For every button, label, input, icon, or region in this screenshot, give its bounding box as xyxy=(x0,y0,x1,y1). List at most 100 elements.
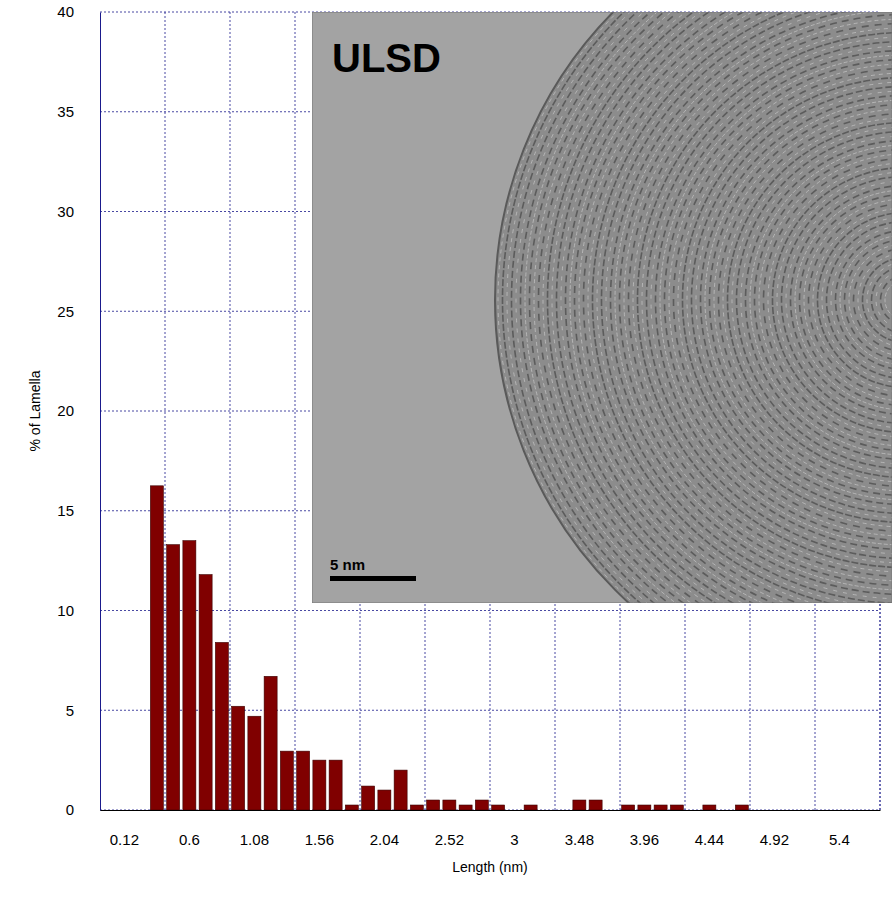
bar xyxy=(329,760,342,810)
lattice-fringe xyxy=(741,136,892,464)
lattice-fringe xyxy=(777,172,892,428)
tick: 35 xyxy=(57,103,100,120)
lattice-fringe xyxy=(561,12,892,603)
tick-label: 35 xyxy=(57,103,74,120)
lattice-fringe xyxy=(566,12,892,603)
tick: 10 xyxy=(57,602,100,619)
lattice-fringe xyxy=(683,78,892,523)
lattice-fringe xyxy=(660,55,892,545)
lattice-fringe xyxy=(840,235,892,365)
tick-label: 3.48 xyxy=(565,831,594,848)
tick: 3.48 xyxy=(565,810,594,848)
tick-label: 4.44 xyxy=(695,831,724,848)
bar xyxy=(654,805,667,810)
bar xyxy=(394,770,407,810)
lattice-fringe xyxy=(669,64,892,536)
lattice-fringe xyxy=(881,276,892,325)
lattice-fringe xyxy=(773,168,892,433)
lattice-fringe xyxy=(620,15,892,586)
lattice-fringe xyxy=(602,12,892,603)
y-axis: 0510152025303540 xyxy=(57,3,100,818)
lattice-fringe xyxy=(665,60,892,541)
lattice-fringe xyxy=(719,114,892,487)
tick: 15 xyxy=(57,502,100,519)
tick: 1.56 xyxy=(305,810,334,848)
tick-label: 40 xyxy=(57,3,74,20)
tick-label: 3.96 xyxy=(630,831,659,848)
bar xyxy=(427,800,440,810)
bar xyxy=(232,706,245,810)
inset-border xyxy=(312,12,892,603)
tick-label: 2.04 xyxy=(370,831,399,848)
bar xyxy=(670,805,683,810)
tick: 5.4 xyxy=(829,810,850,848)
tick-label: 30 xyxy=(57,203,74,220)
lattice-fringe xyxy=(728,123,892,478)
grid-line xyxy=(165,12,166,810)
lattice-fringe xyxy=(624,19,892,581)
tick-label: 15 xyxy=(57,502,74,519)
bar xyxy=(475,800,488,810)
inset-label: ULSD xyxy=(332,36,441,80)
bar xyxy=(215,642,228,810)
tick: 30 xyxy=(57,203,100,220)
tick: 40 xyxy=(57,3,100,20)
scale-bar-label: 5 nm xyxy=(330,556,365,573)
bar xyxy=(410,805,423,810)
lattice-fringe xyxy=(642,37,892,563)
tick: 0.12 xyxy=(110,810,139,848)
lattice-fringe xyxy=(782,177,892,424)
bar xyxy=(199,575,212,810)
tick: 4.44 xyxy=(695,810,724,848)
lattice-fringe xyxy=(764,159,892,442)
lattice-fringe xyxy=(651,46,892,554)
lattice-fringe xyxy=(710,105,892,496)
lattice-fringe xyxy=(800,195,892,406)
lattice-fringe xyxy=(606,12,892,599)
particle xyxy=(495,12,892,603)
lattice-fringe xyxy=(723,118,892,482)
lattice-fringe xyxy=(629,24,892,577)
tick: 4.92 xyxy=(760,810,789,848)
bar xyxy=(264,676,277,810)
tick-label: 20 xyxy=(57,402,74,419)
lattice-fringe xyxy=(584,12,892,603)
lattice-fringe xyxy=(503,12,892,603)
bar xyxy=(622,805,635,810)
tick-label: 0.12 xyxy=(110,831,139,848)
x-axis-title: Length (nm) xyxy=(452,859,527,875)
lattice-fringe xyxy=(534,12,892,603)
tick-label: 3 xyxy=(510,831,518,848)
lattice-fringe xyxy=(498,12,892,603)
lattice-fringe xyxy=(674,69,892,532)
lattice-fringe xyxy=(512,12,892,603)
axis-line xyxy=(100,13,101,811)
lattice-fringe xyxy=(755,150,892,451)
lattice-fringe xyxy=(858,253,892,347)
bar xyxy=(378,790,391,810)
tick-label: 10 xyxy=(57,602,74,619)
lattice-fringe xyxy=(854,249,892,352)
bar xyxy=(167,545,180,810)
lattice-fringe xyxy=(678,73,892,527)
lattice-fringe xyxy=(552,12,892,603)
bar xyxy=(183,541,196,810)
lattice-fringe xyxy=(759,154,892,446)
axis-line xyxy=(101,810,881,811)
lattice-fringe xyxy=(809,204,892,397)
lattice-fringe xyxy=(804,199,892,401)
bar xyxy=(443,800,456,810)
lattice-fringe xyxy=(714,109,892,491)
lattice-fringe xyxy=(575,12,892,603)
inset-image xyxy=(312,12,892,603)
lattice-fringe xyxy=(732,127,892,473)
tick: 25 xyxy=(57,303,100,320)
bar xyxy=(313,760,326,810)
lattice-fringe xyxy=(687,82,892,518)
bar xyxy=(297,751,310,810)
tick-label: 0.6 xyxy=(179,831,200,848)
lattice-fringe xyxy=(795,190,892,410)
lattice-fringe xyxy=(543,12,892,603)
tick-label: 5 xyxy=(66,702,74,719)
lattice-fringe xyxy=(530,12,892,603)
